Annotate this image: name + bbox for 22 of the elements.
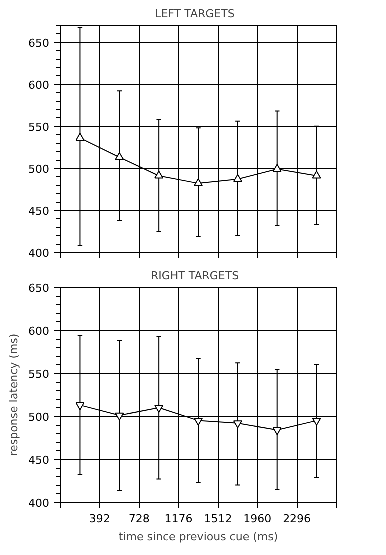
y-tick-label: 400 (28, 247, 50, 260)
text: 1512 (204, 512, 232, 526)
y-tick-label: 650 (28, 36, 50, 50)
y-axis-title: response latency (ms) (8, 334, 21, 456)
y-tick-label: 500 (28, 162, 50, 176)
text: 1176 (164, 512, 193, 526)
y-tick-label: 500 (28, 411, 50, 424)
y-tick-label: 550 (28, 368, 50, 381)
chart-title: RIGHT TARGETS (150, 270, 240, 282)
text: 728 (128, 512, 150, 526)
y-tick-label: 600 (28, 78, 50, 92)
y-tick-label: 550 (28, 120, 50, 134)
y-tick-label: 600 (28, 325, 50, 338)
y-tick-label: 400 (28, 497, 50, 510)
y-tick-label: 650 (28, 282, 50, 295)
y-tick-label: 450 (28, 454, 50, 467)
x-axis-title: time since previous cue (ms) (118, 530, 278, 544)
y-tick-label: 450 (28, 204, 50, 218)
text: 1960 (244, 512, 272, 526)
chart-title: LEFT TARGETS (155, 8, 235, 20)
text: 392 (89, 512, 110, 526)
text: 2296 (283, 512, 312, 526)
